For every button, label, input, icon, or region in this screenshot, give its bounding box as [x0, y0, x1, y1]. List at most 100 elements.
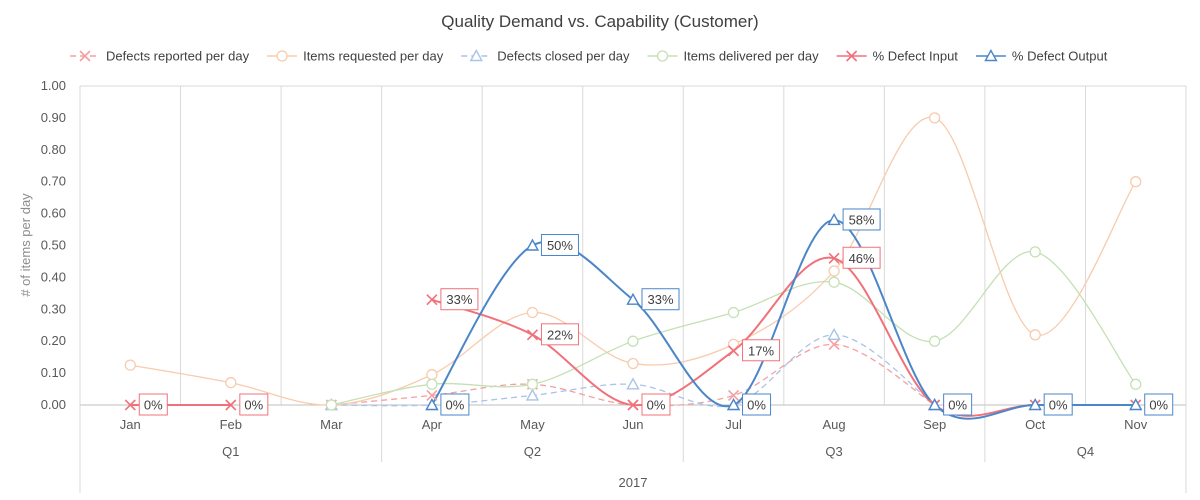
legend-label: Defects closed per day	[497, 49, 630, 64]
data-labels: 0% 0% 33% 22% 0% 17% 46% 0% 50% 33% 0% 58% 0% 0% 0%	[138, 208, 1174, 416]
x-axis: Jan Feb Mar Apr May Jun Jul Aug Sep Oct Nov Q1 Q2 Q3 Q…	[79, 404, 1187, 493]
data-label-pct-defect-output: 0%	[1144, 393, 1174, 416]
marker-items-delivered-per-day	[325, 399, 338, 411]
marker-stroke	[526, 329, 539, 341]
data-label-pct-defect-output: 0%	[742, 393, 772, 416]
x-tick-label: Apr	[422, 417, 443, 432]
data-label-pct-defect-input: 0%	[138, 393, 168, 416]
y-tick-label: 0.80	[41, 142, 66, 157]
data-label-value: 0%	[144, 398, 163, 413]
marker-items-delivered-per-day	[828, 276, 840, 288]
x-tick-label: Feb	[220, 417, 242, 432]
legend-item-pct-defect-output: % Defect Output	[975, 49, 1108, 64]
data-label-box	[943, 393, 973, 416]
marker-stroke	[828, 252, 840, 264]
data-label-box	[842, 246, 881, 269]
legend-label: Items requested per day	[303, 49, 444, 64]
marker-pct-defect-output	[927, 398, 942, 411]
data-label-box	[742, 393, 772, 416]
series-line-items-delivered-per-day	[331, 251, 1137, 406]
y-axis-title: # of items per day	[18, 193, 33, 297]
marker-items-delivered-per-day	[627, 335, 639, 347]
legend-label: % Defect Input	[873, 49, 959, 64]
marker-pct-defect-input	[828, 252, 840, 264]
legend-swatch-marker	[79, 50, 91, 62]
series-line-defects-reported-per-day	[331, 343, 935, 407]
marker-defects-reported-per-day	[828, 338, 840, 350]
data-label-box	[540, 323, 579, 346]
marker-items-requested-per-day	[727, 338, 740, 351]
gridlines	[79, 85, 1187, 405]
data-label-box	[1043, 393, 1073, 416]
x-tick-label: Aug	[823, 417, 846, 432]
data-label-box	[842, 208, 881, 231]
marker-stroke	[426, 294, 438, 306]
marker-pct-defect-output	[525, 238, 540, 251]
marker-pct-defect-output	[1129, 398, 1143, 411]
marker-stroke	[828, 338, 840, 350]
data-label-box	[540, 234, 579, 256]
data-label-pct-defect-input: 46%	[842, 246, 881, 269]
legend-label: % Defect Output	[1012, 49, 1108, 64]
marker-defects-reported-per-day	[727, 389, 740, 401]
y-tick-label: 0.60	[41, 206, 66, 221]
marker-pct-defect-output	[626, 292, 640, 305]
data-label-pct-defect-output: 33%	[641, 288, 680, 311]
marker-defects-closed-per-day	[827, 327, 841, 341]
marker-pct-defect-input	[426, 294, 438, 306]
x-tick-label: Jun	[623, 417, 644, 432]
data-label-pct-defect-input: 0%	[239, 393, 269, 416]
data-label-pct-defect-input: 17%	[742, 339, 781, 362]
data-label-pct-defect-input: 22%	[540, 323, 579, 346]
data-label-box	[641, 393, 671, 416]
marker-stroke	[124, 399, 136, 411]
data-label-pct-defect-output: 0%	[943, 393, 973, 416]
marker-items-delivered-per-day	[526, 378, 539, 390]
series-markers	[124, 112, 1143, 411]
marker-stroke	[727, 345, 740, 357]
data-label-value: 0%	[446, 398, 465, 413]
legend-item-items-delivered-per-day: Items delivered per day	[647, 49, 819, 64]
y-tick-label: 0.30	[41, 301, 66, 316]
data-label-pct-defect-output: 58%	[842, 208, 881, 231]
legend-item-defects-closed-per-day: Defects closed per day	[461, 49, 630, 64]
x-tick-label: Jan	[120, 417, 141, 432]
marker-stroke	[846, 50, 858, 62]
data-label-box	[440, 393, 470, 416]
data-label-box	[641, 288, 680, 311]
legend-item-defects-reported-per-day: Defects reported per day	[70, 49, 250, 64]
data-label-value: 0%	[244, 398, 263, 413]
data-label-pct-defect-output: 0%	[440, 393, 470, 416]
marker-pct-defect-input	[727, 345, 740, 357]
legend-swatch-marker	[469, 49, 483, 62]
data-label-value: 33%	[647, 292, 673, 307]
data-label-box	[1144, 393, 1174, 416]
data-label-value: 0%	[747, 398, 766, 413]
marker-items-delivered-per-day	[1130, 378, 1142, 390]
marker-defects-closed-per-day	[626, 377, 640, 390]
data-label-value: 0%	[1049, 398, 1068, 413]
marker-stroke	[727, 389, 740, 401]
y-axis-ticks: 0.00 0.10 0.20 0.30 0.40 0.50 0.60 0.70 0.80 0.90…	[41, 78, 66, 412]
marker-items-delivered-per-day	[727, 306, 740, 319]
legend-item-pct-defect-input: % Defect Input	[836, 49, 959, 64]
marker-pct-defect-input	[124, 399, 136, 411]
marker-defects-closed-per-day	[525, 388, 540, 401]
y-tick-label: 0.10	[41, 365, 66, 380]
data-label-pct-defect-output: 0%	[1043, 393, 1073, 416]
data-label-value: 0%	[647, 398, 666, 413]
quarter-label: Q3	[825, 444, 842, 459]
data-label-pct-defect-input: 0%	[641, 393, 671, 416]
marker-items-requested-per-day	[526, 306, 539, 319]
y-tick-label: 1.00	[41, 78, 66, 93]
x-tick-label: Nov	[1124, 417, 1148, 432]
data-label-pct-defect-output: 50%	[540, 234, 579, 256]
marker-pct-defect-output	[425, 398, 439, 411]
marker-stroke	[627, 399, 639, 411]
y-tick-label: 0.20	[41, 333, 66, 348]
legend: Defects reported per day Items requested …	[70, 49, 1108, 64]
marker-items-requested-per-day	[225, 377, 237, 389]
y-tick-label: 0.90	[41, 110, 66, 125]
data-label-value: 33%	[446, 292, 472, 307]
